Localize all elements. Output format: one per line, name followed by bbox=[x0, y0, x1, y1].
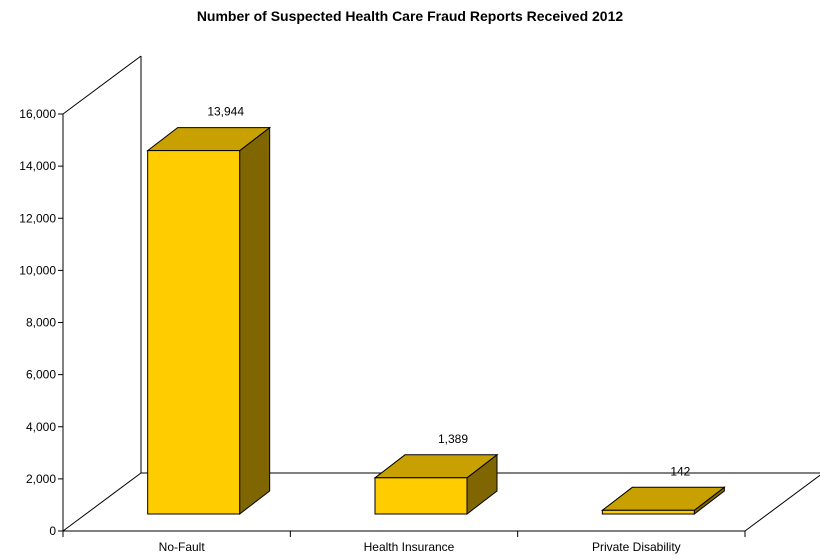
x-tick-label: No-Fault bbox=[159, 540, 206, 554]
bar-group: 13,944 bbox=[146, 105, 272, 516]
y-tick-label: 16,000 bbox=[19, 107, 56, 121]
bar bbox=[374, 477, 468, 515]
floor-left-edge bbox=[62, 472, 142, 532]
bar-top bbox=[600, 486, 726, 511]
y-tick-label: 8,000 bbox=[26, 316, 56, 330]
bar bbox=[601, 509, 695, 515]
y-tick-label: 10,000 bbox=[19, 263, 56, 277]
y-tick-label: 6,000 bbox=[26, 368, 56, 382]
y-tick-label: 4,000 bbox=[26, 420, 56, 434]
y-tick-label: 14,000 bbox=[19, 159, 56, 173]
y-axis: 0 2,000 4,000 6,000 8,000 10,000 12,000 14,000 1… bbox=[19, 107, 64, 538]
bar-group: 142 bbox=[600, 464, 726, 516]
chart-title: Number of Suspected Health Care Fraud Re… bbox=[196, 8, 624, 24]
y-tick-label: 2,000 bbox=[26, 472, 56, 486]
data-label: 13,944 bbox=[207, 105, 244, 119]
floor-right-edge bbox=[744, 474, 820, 532]
x-axis: No-Fault Health Insurance Private Disabili… bbox=[62, 530, 746, 554]
bar-group: 1,389 bbox=[373, 432, 499, 516]
data-label: 142 bbox=[670, 464, 690, 478]
y-tick-label: 12,000 bbox=[19, 211, 56, 225]
x-tick-label: Health Insurance bbox=[364, 540, 455, 554]
data-label: 1,389 bbox=[438, 432, 468, 446]
bar-side bbox=[239, 126, 271, 516]
bars: 13,944 1,389 142 bbox=[146, 105, 726, 516]
y-tick-label: 0 bbox=[49, 524, 56, 538]
x-tick-label: Private Disability bbox=[592, 540, 681, 554]
bar bbox=[147, 150, 241, 515]
top-depth-edge bbox=[62, 55, 142, 115]
